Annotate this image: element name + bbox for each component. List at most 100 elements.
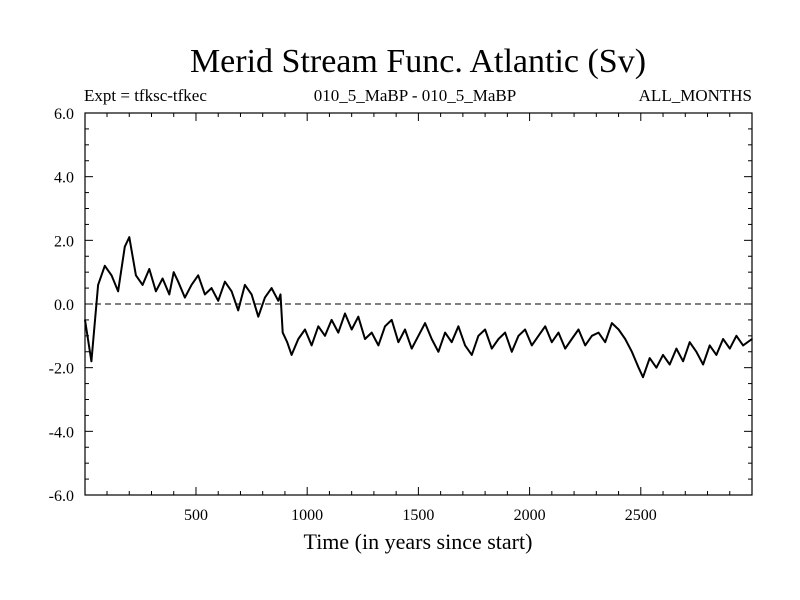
series-point — [470, 354, 473, 356]
series-point — [404, 328, 406, 331]
series-point — [524, 328, 526, 331]
series-point — [604, 341, 607, 344]
series-point — [155, 290, 157, 293]
series-group — [84, 236, 753, 379]
series-point — [270, 287, 273, 289]
series-point — [244, 284, 246, 286]
series-point — [230, 290, 233, 293]
y-tick-label: 6.0 — [54, 106, 74, 123]
y-tick-label: 4.0 — [54, 170, 74, 187]
series-point — [437, 350, 440, 353]
series-point — [317, 325, 320, 328]
series-point — [611, 322, 613, 324]
series-point — [257, 315, 260, 318]
axis-tick-labels: 6.0 4.0 2.0 0.0 -2.0 -4.0 -6.0 500 1000 1500 2000 2… — [49, 106, 657, 524]
series-point — [617, 328, 620, 331]
series-point — [397, 341, 400, 344]
series-point — [430, 338, 433, 340]
series-point — [424, 322, 426, 324]
series-point — [324, 335, 326, 337]
subtitle-period: 010_5_MaBP - 010_5_MaBP — [314, 86, 516, 105]
series-point — [708, 344, 711, 347]
series-point — [128, 236, 131, 238]
series-point — [217, 300, 220, 302]
series-point — [390, 319, 393, 321]
series-point — [544, 325, 546, 328]
series-point — [551, 341, 553, 344]
series-point — [695, 350, 698, 353]
x-tick-label: 2000 — [514, 507, 546, 524]
y-tick-label: 2.0 — [54, 233, 74, 250]
series-point — [135, 274, 137, 277]
subtitle-experiment: Expt = tfksc-tfkec — [84, 86, 207, 105]
series-point — [688, 341, 691, 344]
series-point — [597, 331, 600, 334]
chart-title: Merid Stream Func. Atlantic (Sv) — [190, 43, 646, 80]
series-point — [742, 344, 744, 347]
series-point — [357, 315, 360, 318]
axis-ticks — [85, 112, 752, 496]
series-point — [642, 376, 644, 379]
series-point — [735, 335, 738, 337]
series-point — [344, 312, 346, 315]
series-point — [510, 350, 513, 353]
series-point — [715, 354, 718, 356]
series-point — [377, 344, 380, 347]
series-point — [457, 325, 460, 328]
series-point — [103, 265, 106, 267]
series-point — [286, 341, 288, 344]
series-point — [177, 280, 179, 283]
series-point — [504, 331, 506, 334]
x-tick-label: 1000 — [291, 507, 323, 524]
subtitle-months: ALL_MONTHS — [639, 86, 752, 105]
series-point — [90, 360, 93, 363]
series-point — [364, 338, 366, 340]
series-point — [197, 274, 200, 277]
y-tick-label: -6.0 — [49, 488, 74, 505]
series-point — [490, 347, 493, 350]
series-point — [577, 328, 580, 331]
series-point — [330, 319, 333, 321]
series-point — [141, 284, 144, 286]
series-point — [290, 354, 293, 356]
series-point — [237, 309, 240, 312]
y-tick-label: -4.0 — [49, 424, 74, 441]
series-point — [297, 338, 300, 340]
series-point — [722, 338, 724, 340]
x-tick-label: 1500 — [402, 507, 434, 524]
series-point — [668, 363, 671, 366]
series-point — [184, 296, 186, 299]
series-point — [281, 331, 284, 334]
series-line — [84, 236, 753, 379]
series-point — [277, 300, 280, 302]
series-point — [591, 335, 593, 337]
series-point — [702, 363, 704, 366]
series-point — [728, 347, 731, 350]
series-point — [557, 331, 560, 334]
series-point — [484, 328, 486, 331]
series-point — [531, 344, 533, 347]
y-tick-label: 0.0 — [54, 297, 74, 314]
x-axis-label: Time (in years since start) — [304, 529, 533, 554]
series-point — [564, 347, 566, 350]
series-point — [124, 245, 126, 248]
series-point — [410, 347, 413, 350]
series-point — [110, 274, 113, 277]
series-point — [224, 280, 226, 283]
y-tick-label: -2.0 — [49, 361, 74, 378]
series-point — [204, 293, 206, 296]
series-point — [250, 293, 253, 296]
series-point — [624, 338, 627, 340]
series-point — [648, 357, 651, 359]
series-point — [655, 366, 658, 369]
series-point — [637, 366, 640, 369]
x-tick-label: 2500 — [625, 507, 657, 524]
series-point — [97, 284, 99, 286]
series-point — [161, 277, 164, 280]
series-point — [279, 293, 282, 296]
series-point — [517, 335, 520, 337]
series-point — [264, 296, 266, 299]
series-point — [172, 271, 175, 273]
series-point — [571, 338, 573, 340]
